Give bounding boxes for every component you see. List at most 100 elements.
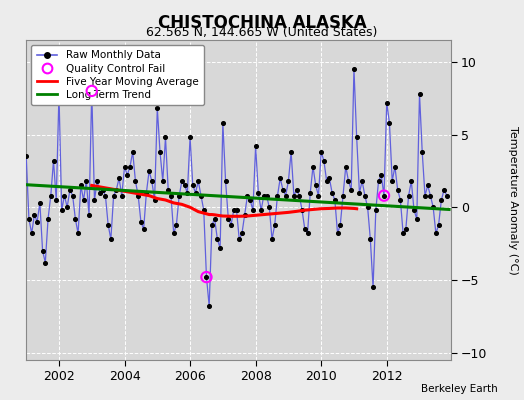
Point [211, 216, 219, 222]
Point [369, 284, 377, 290]
Point [276, 175, 285, 181]
Point [394, 187, 402, 193]
Point [243, 192, 252, 199]
Point [194, 178, 202, 184]
Point [164, 187, 172, 193]
Point [320, 158, 328, 164]
Point [38, 248, 47, 254]
Text: Berkeley Earth: Berkeley Earth [421, 384, 498, 394]
Point [314, 192, 323, 199]
Point [399, 230, 407, 237]
Point [235, 236, 244, 242]
Point [88, 88, 96, 94]
Point [96, 190, 104, 196]
Point [306, 190, 314, 196]
Point [99, 187, 107, 193]
Point [443, 192, 451, 199]
Point [281, 192, 290, 199]
Point [27, 230, 36, 237]
Point [298, 207, 306, 213]
Point [405, 192, 413, 199]
Point [74, 230, 82, 237]
Point [383, 99, 391, 106]
Point [358, 178, 366, 184]
Point [197, 192, 205, 199]
Point [440, 187, 448, 193]
Point [232, 207, 241, 213]
Point [311, 182, 320, 189]
Point [101, 192, 110, 199]
Point [178, 178, 186, 184]
Point [274, 192, 282, 199]
Point [156, 149, 164, 155]
Point [423, 182, 432, 189]
Point [317, 149, 325, 155]
Point [366, 236, 375, 242]
Point [295, 192, 303, 199]
Point [249, 207, 257, 213]
Point [331, 197, 339, 203]
Point [25, 216, 33, 222]
Point [380, 192, 388, 199]
Point [292, 187, 301, 193]
Point [391, 163, 399, 170]
Point [33, 219, 41, 225]
Point [58, 207, 66, 213]
Point [230, 207, 238, 213]
Point [126, 163, 134, 170]
Point [115, 175, 123, 181]
Point [172, 222, 181, 228]
Point [148, 178, 156, 184]
Point [238, 230, 246, 237]
Point [257, 207, 265, 213]
Point [380, 192, 388, 199]
Point [432, 230, 440, 237]
Point [47, 192, 55, 199]
Point [322, 178, 331, 184]
Point [85, 211, 93, 218]
Point [131, 178, 139, 184]
Point [183, 190, 192, 196]
Point [246, 197, 254, 203]
Point [270, 222, 279, 228]
Point [377, 172, 386, 178]
Point [290, 192, 298, 199]
Point [189, 182, 197, 189]
Point [268, 236, 276, 242]
Point [186, 134, 194, 141]
Point [339, 192, 347, 199]
Point [350, 66, 358, 72]
Point [342, 163, 350, 170]
Point [364, 204, 372, 210]
Point [161, 134, 170, 141]
Point [77, 182, 85, 189]
Point [325, 175, 334, 181]
Point [66, 187, 74, 193]
Point [418, 149, 427, 155]
Point [202, 274, 211, 280]
Point [284, 178, 292, 184]
Point [79, 197, 88, 203]
Point [202, 274, 211, 280]
Point [180, 182, 189, 189]
Point [328, 190, 336, 196]
Point [200, 207, 208, 213]
Point [429, 204, 438, 210]
Point [90, 197, 99, 203]
Point [49, 158, 58, 164]
Point [71, 216, 80, 222]
Point [254, 190, 263, 196]
Point [30, 211, 39, 218]
Point [150, 197, 159, 203]
Point [355, 190, 364, 196]
Point [153, 105, 161, 112]
Point [407, 178, 416, 184]
Point [361, 192, 369, 199]
Point [416, 91, 424, 97]
Point [259, 192, 268, 199]
Point [344, 178, 353, 184]
Point [123, 172, 132, 178]
Point [22, 153, 30, 160]
Point [303, 230, 312, 237]
Point [385, 120, 394, 126]
